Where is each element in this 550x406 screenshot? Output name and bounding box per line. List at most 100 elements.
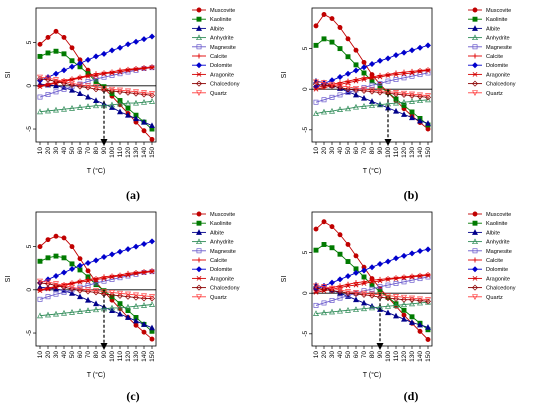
series-line [315, 276, 429, 306]
data-point [141, 90, 147, 96]
x-tick-label: 70 [361, 351, 368, 359]
data-point [425, 120, 431, 126]
data-point [329, 279, 335, 286]
data-point [417, 272, 423, 278]
data-point [425, 126, 431, 132]
x-tick-label: 90 [377, 351, 384, 359]
legend-label: Chalcedony [486, 82, 516, 88]
data-point [345, 289, 351, 295]
data-point [141, 66, 147, 71]
data-point [93, 79, 99, 84]
data-point [133, 38, 139, 45]
legend-marker [196, 53, 202, 59]
legend-label: Quartz [210, 91, 227, 97]
data-point [385, 78, 391, 84]
y-tick-label: 5 [26, 40, 33, 44]
data-point [125, 111, 131, 118]
data-point [425, 337, 431, 342]
x-axis-label: T (°C) [363, 371, 382, 379]
data-point [93, 289, 99, 296]
data-point [385, 302, 391, 309]
data-point [133, 302, 139, 309]
series-line [39, 100, 153, 113]
data-point [313, 81, 319, 88]
data-point [61, 80, 67, 87]
data-point [117, 310, 123, 317]
legend-label: Calcite [486, 54, 503, 60]
data-point [353, 282, 359, 288]
data-point [85, 72, 91, 78]
legend-label: Albite [210, 230, 224, 236]
data-point [117, 69, 123, 75]
data-point [345, 54, 351, 60]
data-point [353, 306, 359, 312]
data-point [425, 324, 431, 330]
data-point [353, 91, 359, 98]
x-tick-label: 130 [133, 351, 140, 362]
data-point [77, 256, 83, 262]
legend-label: Dolomite [486, 63, 508, 69]
data-point [329, 94, 335, 100]
data-point [45, 107, 51, 114]
series-anhydrite [313, 298, 431, 316]
data-point [329, 285, 335, 292]
data-point [385, 276, 391, 282]
data-point [101, 253, 107, 260]
data-point [61, 309, 67, 316]
data-point [401, 307, 407, 313]
data-point [393, 275, 399, 281]
data-point [425, 42, 431, 49]
x-axis-label: T (°C) [87, 167, 106, 175]
data-point [85, 103, 91, 110]
data-point [377, 81, 383, 86]
data-point [425, 96, 431, 103]
data-point [149, 324, 155, 331]
legend-label: Chalcedony [210, 82, 240, 88]
data-point [361, 299, 367, 306]
data-point [125, 293, 131, 300]
data-point [101, 289, 107, 295]
x-tick-label: 130 [409, 147, 416, 158]
x-tick-label: 60 [353, 351, 360, 359]
data-point [369, 304, 375, 311]
data-point [37, 53, 43, 59]
legend-marker [472, 16, 478, 22]
x-tick-label: 90 [377, 147, 384, 155]
legend-label: Dolomite [210, 63, 232, 69]
series-aragonite [37, 65, 155, 90]
data-point [149, 136, 155, 142]
data-point [149, 295, 155, 302]
y-axis-label: SI [5, 72, 12, 79]
data-point [409, 296, 415, 303]
legend-marker [472, 80, 478, 87]
data-point [125, 89, 131, 96]
x-tick-label: 100 [385, 147, 392, 158]
x-tick-label: 60 [77, 351, 84, 359]
chart-panel-3: -5 0 5 10 20 30 40 50 60 70 80 90 100 110 120 130 140 150… [5, 211, 240, 379]
data-point [329, 224, 335, 230]
data-point [369, 264, 375, 271]
data-point [149, 33, 155, 40]
data-point [321, 219, 327, 225]
data-point [149, 269, 155, 275]
legend-label: Kaolinite [210, 221, 231, 227]
data-point [345, 307, 351, 313]
x-tick-label: 90 [101, 351, 108, 359]
data-point [329, 107, 335, 114]
data-point [109, 274, 115, 280]
data-point [337, 74, 343, 81]
x-tick-label: 110 [393, 351, 400, 362]
data-point [369, 87, 375, 94]
data-point [53, 253, 59, 259]
data-point [69, 86, 75, 93]
x-tick-label: 110 [117, 351, 124, 362]
data-point [401, 71, 407, 77]
data-point [69, 280, 75, 286]
x-tick-label: 80 [369, 147, 376, 155]
legend-label: Anhydrite [210, 240, 234, 246]
data-point [117, 290, 123, 297]
data-point [109, 86, 115, 93]
series-line [315, 285, 429, 301]
legend-label: Aragonite [486, 276, 510, 282]
